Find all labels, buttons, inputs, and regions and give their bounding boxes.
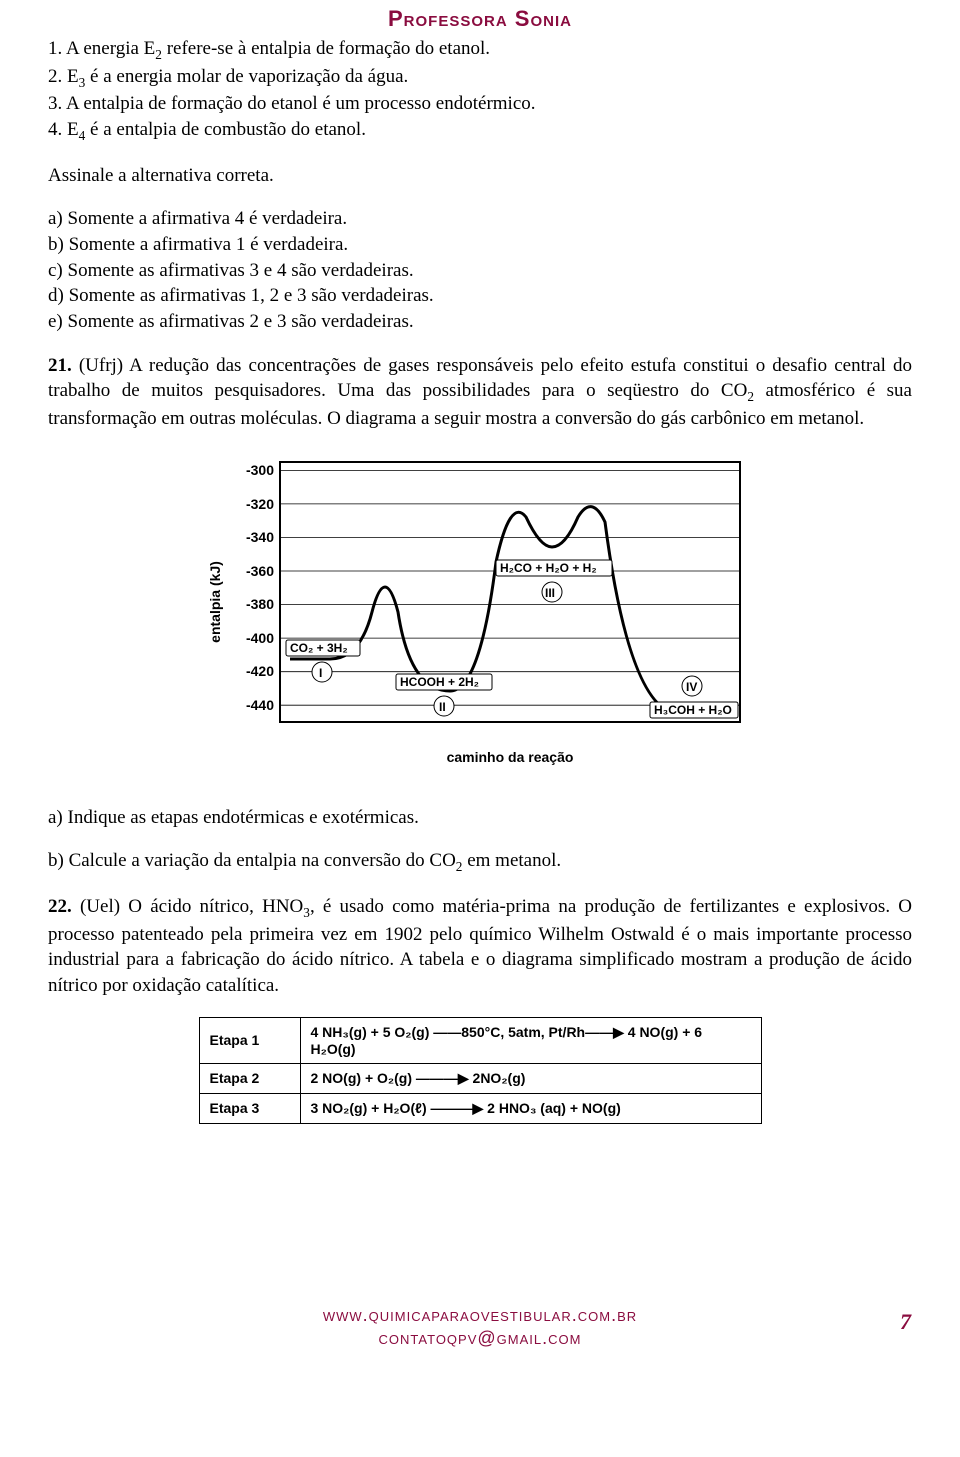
- ytick--300: -300: [246, 462, 274, 478]
- ytick--340: -340: [246, 529, 274, 545]
- q20-s1a: 1. A energia E: [48, 38, 155, 59]
- footer-url: www.quimicaparaovestibular.com.br: [48, 1304, 912, 1327]
- label-hcooh: HCOOH + 2H₂: [400, 675, 479, 689]
- roman-i: I: [319, 666, 322, 680]
- ytick--360: -360: [246, 563, 274, 579]
- y-axis-label: entalpia (kJ): [207, 561, 223, 643]
- q20-s2a: 2. E: [48, 66, 79, 87]
- q20-s2b: é a energia molar de vaporização da água…: [85, 66, 408, 87]
- page-header-title: Professora Sonia: [48, 6, 912, 32]
- label-h3coh: H₃COH + H₂O: [654, 703, 732, 717]
- q22-num: 22.: [48, 896, 72, 917]
- q20-prompt: Assinale a alternativa correta.: [48, 163, 912, 189]
- q20-opt-b: b) Somente a afirmativa 1 é verdadeira.: [48, 232, 912, 258]
- q20-opt-c: c) Somente as afirmativas 3 e 4 são verd…: [48, 258, 912, 284]
- q21-text: 21. (Ufrj) A redução das concentrações d…: [48, 353, 912, 432]
- etapa1-label: Etapa 1: [199, 1017, 300, 1063]
- ytick--440: -440: [246, 697, 274, 713]
- q20-stmt-3: 3. A entalpia de formação do etanol é um…: [48, 91, 912, 117]
- ytick--320: -320: [246, 496, 274, 512]
- q21-sub1: 2: [747, 389, 754, 404]
- footer-email: contatoqpv@gmail.com: [48, 1327, 912, 1350]
- label-h2co: H₂CO + H₂O + H₂: [500, 561, 597, 575]
- etapa2-eq: 2 NO(g) + O₂(g) ———▶ 2NO₂(g): [300, 1063, 761, 1093]
- q20-opt-e: e) Somente as afirmativas 2 e 3 são verd…: [48, 309, 912, 335]
- q20-stmt-1: 1. A energia E2 refere-se à entalpia de …: [48, 36, 912, 64]
- roman-iv: IV: [686, 680, 697, 694]
- roman-ii: II: [439, 700, 446, 714]
- label-co2: CO₂ + 3H₂: [290, 641, 348, 655]
- etapas-table: Etapa 1 4 NH₃(g) + 5 O₂(g) ——850°C, 5atm…: [199, 1017, 762, 1124]
- y-ticks: -300 -320 -340 -360 -380 -400 -420 -440: [246, 462, 274, 713]
- q21-source: (Ufrj): [79, 355, 123, 376]
- q22-sub1: 3: [303, 905, 310, 920]
- plot-border: [280, 462, 740, 722]
- q20-opt-d: d) Somente as afirmativas 1, 2 e 3 são v…: [48, 283, 912, 309]
- etapa2-label: Etapa 2: [199, 1063, 300, 1093]
- etapa3-label: Etapa 3: [199, 1093, 300, 1123]
- roman-iii: III: [545, 586, 555, 600]
- page-footer: www.quimicaparaovestibular.com.br contat…: [48, 1304, 912, 1351]
- energy-diagram-svg: -300 -320 -340 -360 -380 -400 -420 -440 …: [200, 442, 760, 782]
- etapa1-eq: 4 NH₃(g) + 5 O₂(g) ——850°C, 5atm, Pt/Rh—…: [300, 1017, 761, 1063]
- q21-num: 21.: [48, 355, 72, 376]
- etapa3-eq: 3 NO₂(g) + H₂O(ℓ) ———▶ 2 HNO₃ (aq) + NO(…: [300, 1093, 761, 1123]
- table-row: Etapa 1 4 NH₃(g) + 5 O₂(g) ——850°C, 5atm…: [199, 1017, 761, 1063]
- table-row: Etapa 3 3 NO₂(g) + H₂O(ℓ) ———▶ 2 HNO₃ (a…: [199, 1093, 761, 1123]
- ytick--420: -420: [246, 663, 274, 679]
- energy-diagram: -300 -320 -340 -360 -380 -400 -420 -440 …: [48, 442, 912, 787]
- q20-sub1: 2: [155, 47, 162, 62]
- q20-stmt-4: 4. E4 é a entalpia de combustão do etano…: [48, 117, 912, 145]
- q21-a: a) Indique as etapas endotérmicas e exot…: [48, 805, 912, 831]
- q20-s4a: 4. E: [48, 119, 79, 140]
- x-axis-label: caminho da reação: [447, 749, 574, 765]
- q20-s4b: é a entalpia de combustão do etanol.: [85, 119, 366, 140]
- q20-opt-a: a) Somente a afirmativa 4 é verdadeira.: [48, 206, 912, 232]
- table-row: Etapa 2 2 NO(g) + O₂(g) ———▶ 2NO₂(g): [199, 1063, 761, 1093]
- q22-text: 22. (Uel) O ácido nítrico, HNO3, é usado…: [48, 894, 912, 999]
- q22-source: (Uel): [80, 896, 120, 917]
- ytick--380: -380: [246, 596, 274, 612]
- ytick--400: -400: [246, 630, 274, 646]
- q21-b-pre: b) Calcule a variação da entalpia na con…: [48, 850, 456, 871]
- q21-b: b) Calcule a variação da entalpia na con…: [48, 848, 912, 876]
- page-number: 7: [900, 1308, 912, 1337]
- q20-stmt-2: 2. E3 é a energia molar de vaporização d…: [48, 64, 912, 92]
- q20-s1b: refere-se à entalpia de formação do etan…: [162, 38, 490, 59]
- q21-b-post: em metanol.: [462, 850, 561, 871]
- q22-t1: O ácido nítrico, HNO: [120, 896, 303, 917]
